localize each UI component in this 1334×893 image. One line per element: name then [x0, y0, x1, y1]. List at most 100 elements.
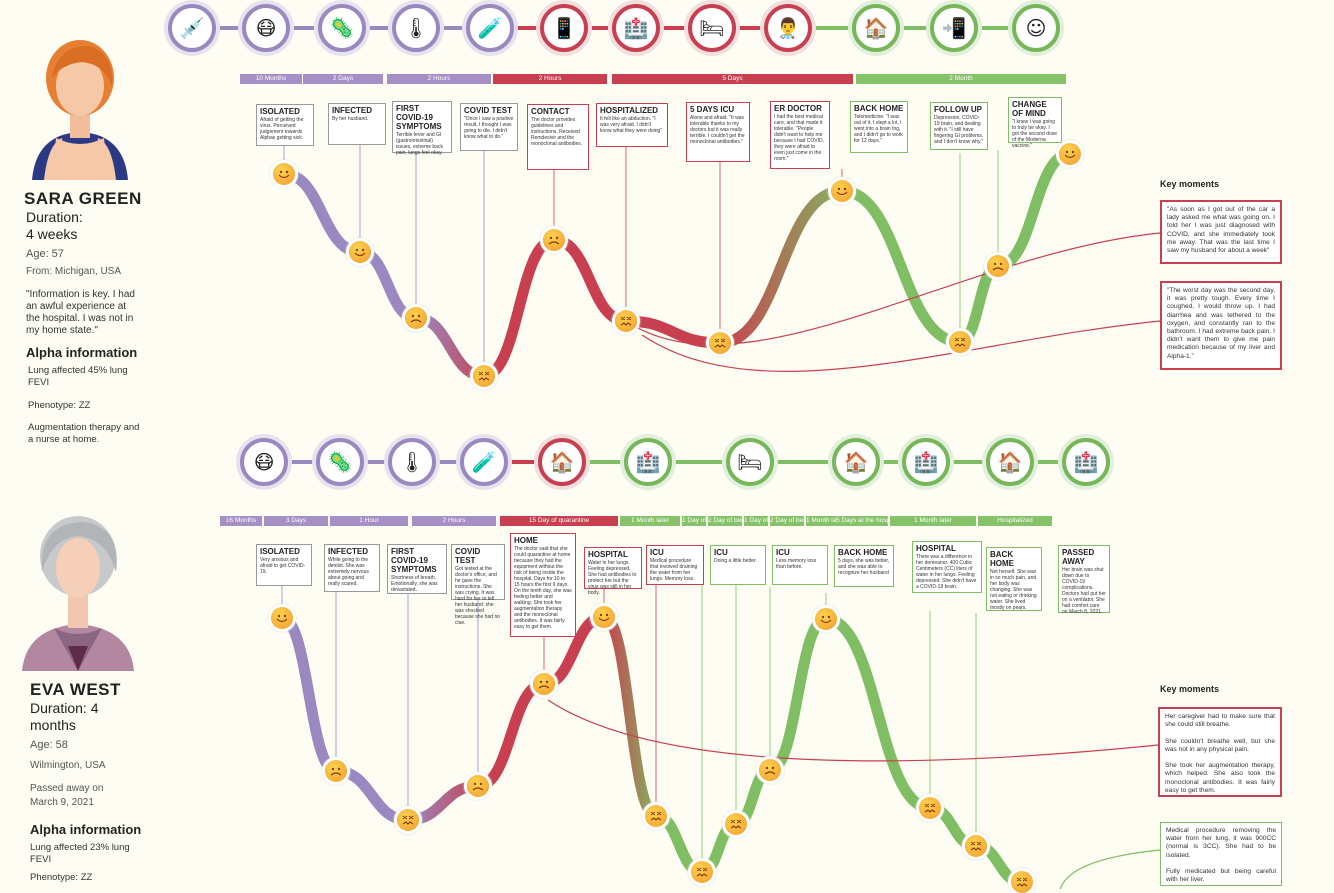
duration-bar: 16 Months: [220, 516, 262, 526]
distressed-face-icon: [949, 331, 971, 353]
duration-bar: 1 Day of being hospitalized: [682, 516, 706, 526]
stage-text: Doing a little better.: [714, 558, 757, 564]
alpha-info-therapy: Augmentation therapy and a nurse at home…: [28, 422, 140, 445]
emotion-curve-segment: [620, 315, 726, 349]
stage-box: PASSED AWAY Her brain was shut down due t…: [1058, 545, 1110, 615]
stage-title: HOSPITAL: [588, 550, 628, 559]
stage-text: Medical procedure that involved draining…: [650, 558, 698, 582]
emotion-curve-segment: [478, 234, 560, 382]
emotion-curve-segment: [764, 613, 832, 776]
test-tube-icon: 🧪: [460, 438, 508, 486]
sad-face-icon: [325, 760, 347, 782]
key-moments-title: Key moments: [1160, 684, 1220, 694]
person-duration: Duration: 4 months: [30, 700, 99, 733]
distressed-face-icon: [725, 813, 747, 835]
stage-text: Telemedicine. "I was out of it. I slept …: [854, 114, 903, 144]
stage-title: 5 DAYS ICU: [690, 105, 735, 114]
duration-bar: 1 Day of being hospitalized: [744, 516, 768, 526]
alpha-info-phenotype: Phenotype: ZZ: [30, 872, 93, 883]
stage-text: Terrible fever and GI (gastrointestinal)…: [396, 132, 443, 156]
stage-title: BACK HOME: [990, 550, 1014, 568]
duration-bar: 10 Months: [240, 74, 302, 84]
stage-box: CONTACT The doctor provides guidelines an…: [527, 104, 589, 170]
key-moment-connector: [641, 320, 1161, 372]
distressed-face-icon: [615, 310, 637, 332]
person-age: Age: 58: [30, 739, 68, 751]
hospital-icon: 🏥: [902, 438, 950, 486]
distressed-face-icon: [965, 835, 987, 857]
stage-text: "Once I saw a positive result, I thought…: [464, 116, 514, 140]
stage-text: Water in her lungs. Feeling depressed. S…: [588, 560, 637, 596]
person-card-sara: SARA GREEN Duration: 4 weeks Age: 57 Fro…: [18, 189, 158, 446]
emotion-curve-segment: [714, 185, 848, 349]
emotion-curve-segment: [820, 613, 936, 814]
mask-icon: 😷: [242, 4, 290, 52]
virus-icon: 🦠: [316, 438, 364, 486]
avatar-eva: [18, 516, 138, 671]
stage-title: CHANGE OF MIND: [1012, 100, 1047, 118]
stage-title: ISOLATED: [260, 107, 300, 116]
doctor-icon: 👨‍⚕️: [764, 4, 812, 52]
person-passed: Passed away on March 9, 2021: [30, 783, 104, 808]
stage-box: HOME The doctor said that she could quara…: [510, 533, 576, 637]
person-card-eva: EVA WEST Duration: 4 months Age: 58 Wilm…: [18, 680, 158, 884]
alpha-info-title: Alpha information: [30, 822, 142, 837]
person-age: Age: 57: [26, 248, 64, 260]
stage-text: Afraid of getting the virus. Perceived j…: [260, 117, 304, 141]
duration-bar: 2 Month: [856, 74, 1066, 84]
home-icon: 🏠: [852, 4, 900, 52]
key-moment-box: "The worst day was the second day, it wa…: [1160, 281, 1282, 370]
duration-bar: 2 Day of being hospitalized: [708, 516, 742, 526]
stage-box: ICU Doing a little better.: [710, 545, 766, 585]
sad-face-icon: [533, 673, 555, 695]
distressed-face-icon: [397, 809, 419, 831]
stage-title: FIRST COVID-19 SYMPTOMS: [396, 104, 442, 131]
stage-text: It felt like an abduction. "I was very a…: [600, 116, 663, 134]
stage-box: COVID TEST Got tested at the doctor's off…: [451, 544, 505, 626]
stage-text: While going to the dentist. She was extr…: [328, 557, 369, 587]
duration-bar: 2 Days: [303, 74, 383, 84]
duration-bar: 1 Hour: [330, 516, 408, 526]
stage-box: BACK HOME Not herself. She was in so much…: [986, 547, 1042, 611]
home-icon: 🏠: [538, 438, 586, 486]
home-icon: 🏠: [832, 438, 880, 486]
stage-title: CONTACT: [531, 107, 570, 116]
hospital-bed-icon: 🛏: [726, 438, 774, 486]
happy-face-icon: [815, 608, 837, 630]
key-moments-title: Key moments: [1160, 179, 1220, 189]
stage-title: INFECTED: [332, 106, 372, 115]
stage-text: By her husband.: [332, 116, 369, 122]
stage-box: BACK HOME 5 days, she was better, and she…: [834, 545, 894, 587]
duration-bar: 15 Day of quarantine: [500, 516, 618, 526]
key-moment-box: Her caregiver had to make sure that she …: [1158, 707, 1282, 797]
happy-face-icon: [273, 163, 295, 185]
distressed-face-icon: [1011, 871, 1033, 893]
sad-face-icon: [467, 775, 489, 797]
stage-title: ISOLATED: [260, 547, 300, 556]
sad-face-icon: [543, 229, 565, 251]
stage-text: Her brain was shut down due to COVID-19 …: [1062, 567, 1106, 615]
stage-box: HOSPITALIZED It felt like an abduction. "…: [596, 103, 668, 147]
stage-box: FOLLOW UP Depression, COVID-19 brain, and…: [930, 102, 988, 150]
stage-box: HOSPITAL Water in her lungs. Feeling depr…: [584, 547, 642, 596]
stage-box: ICU Less memory loss than before.: [772, 545, 828, 585]
person-duration: Duration: 4 weeks: [26, 209, 83, 242]
distressed-face-icon: [919, 797, 941, 819]
duration-bar: 2 Hours: [412, 516, 496, 526]
stage-title: BACK HOME: [854, 104, 904, 113]
stage-text: Got tested at the doctor's office, and h…: [455, 566, 501, 626]
alpha-info-lung: Lung affected 23% lung FEVI: [30, 842, 130, 865]
telemedicine-icon: 📲: [930, 4, 978, 52]
stage-title: ICU: [650, 548, 664, 557]
duration-bar: 3 Days: [264, 516, 328, 526]
stage-box: FIRST COVID-19 SYMPTOMS Shortness of brea…: [387, 544, 447, 594]
person-quote: "Information is key. I had an awful expe…: [26, 289, 135, 336]
stage-box: CHANGE OF MIND "I knew I was going to tru…: [1008, 97, 1062, 149]
stage-title: HOSPITALIZED: [600, 106, 659, 115]
person-from: Wilmington, USA: [30, 760, 106, 771]
stage-title: ICU: [714, 548, 728, 557]
happy-face-icon: [831, 180, 853, 202]
duration-bar: 2 Day of being hospitalized: [770, 516, 804, 526]
duration-bar: Hospitalized: [978, 516, 1052, 526]
test-tube-icon: 🧪: [466, 4, 514, 52]
